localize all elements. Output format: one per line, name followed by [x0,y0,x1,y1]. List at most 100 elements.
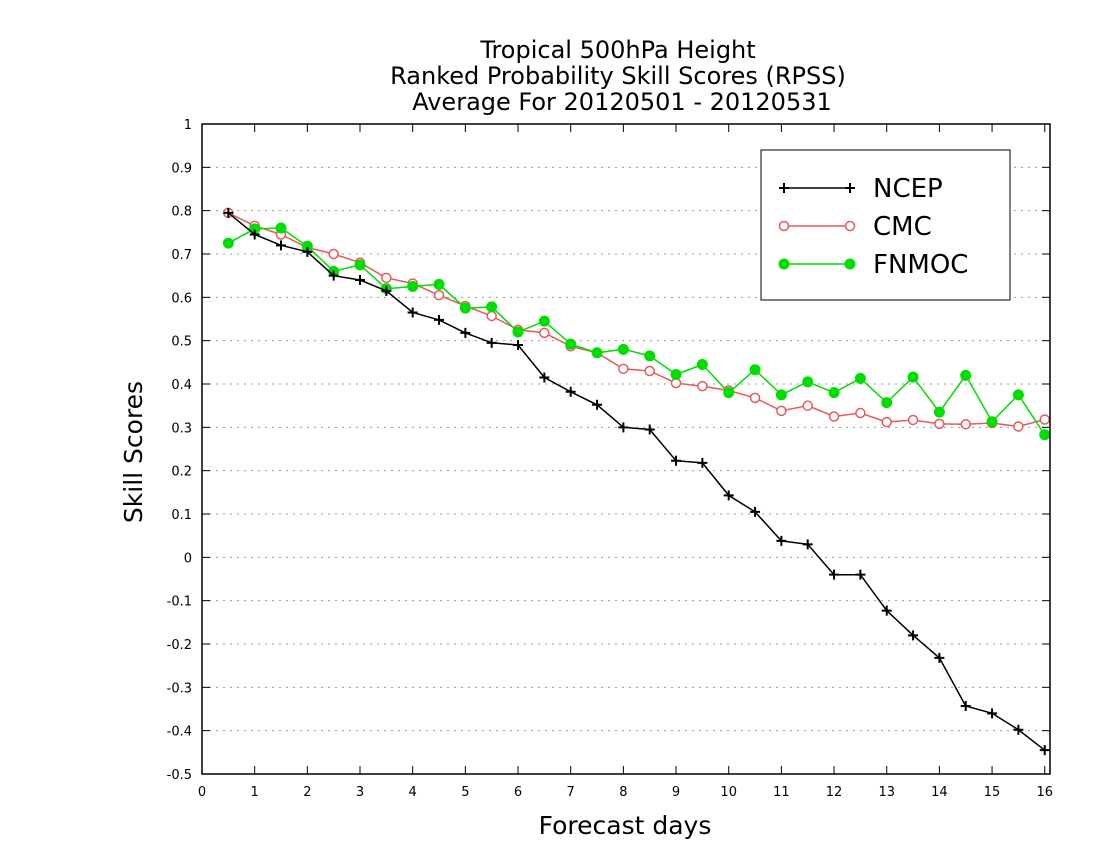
point-ncep [539,372,550,383]
point-fnmoc [802,376,814,388]
y-tick-label: 0.3 [171,421,192,436]
point-fnmoc [749,364,761,376]
point-fnmoc [538,315,550,327]
point-cmc [644,365,655,377]
x-tick-label: 2 [303,785,311,800]
y-tick-label: 1 [184,118,192,133]
point-cmc [697,380,708,392]
y-tick-label: -0.4 [167,725,192,740]
point-fnmoc [775,389,787,401]
point-fnmoc [696,359,708,370]
point-cmc [960,419,971,430]
series-fnmoc [222,222,1051,441]
point-fnmoc [723,387,735,399]
y-tick-label: -0.5 [167,768,192,783]
series-line-fnmoc [227,227,1046,436]
point-cmc [828,411,840,422]
point-ncep [776,535,787,546]
point-cmc [749,392,761,404]
x-tick-label: 7 [567,785,575,800]
x-tick-label: 8 [619,785,627,800]
legend-item-fnmoc: FNMOC [778,250,968,280]
point-fnmoc [933,406,945,418]
point-fnmoc [486,301,498,313]
point-ncep [960,700,971,711]
point-ncep [381,285,392,296]
point-cmc [1039,414,1050,425]
point-cmc [328,248,339,260]
point-cmc [433,289,445,301]
point-cmc [907,414,919,426]
point-fnmoc [907,371,919,383]
legend: NCEP CMC FNMOC [760,149,1011,301]
x-tick-label: 15 [984,785,1001,800]
series-ncep [223,207,1050,756]
point-fnmoc [565,338,577,350]
point-fnmoc [512,326,524,338]
point-ncep [434,314,445,325]
y-tick-label: -0.2 [167,638,192,653]
x-tick-label: 11 [773,785,790,800]
point-ncep [987,708,998,719]
point-cmc [486,310,497,322]
axis-tick-labels: -0.5 -0.4 -0.3 -0.2 -0.1 0 0.1 0.2 0.3 0.4 0.5 0.6 0… [167,118,1053,800]
y-tick-label: 0.5 [171,335,192,350]
point-ncep [618,422,629,433]
point-fnmoc [354,259,366,271]
y-tick-label: 0.8 [171,205,192,220]
x-tick-label: 14 [931,785,948,800]
legend-item-cmc: CMC [778,212,932,242]
point-fnmoc [617,343,629,355]
x-tick-label: 1 [251,785,259,800]
point-cmc [802,400,813,411]
legend-marker [778,220,790,232]
point-ncep [644,424,655,435]
point-ncep [750,506,761,517]
point-ncep [460,327,471,338]
series-line-ncep [227,212,1046,751]
point-fnmoc [407,281,419,292]
legend-marker [778,258,790,270]
legend-label-fnmoc: FNMOC [873,250,968,280]
x-tick-label: 12 [826,785,843,800]
point-fnmoc [275,222,287,234]
y-axis-title: Skill Scores [119,381,148,523]
point-cmc [381,272,392,284]
x-tick-label: 10 [720,785,737,800]
legend-label-cmc: CMC [873,212,932,242]
y-tick-label: 0.9 [171,161,192,176]
x-axis-title: Forecast days [539,811,712,840]
point-ncep [934,652,945,663]
x-tick-label: 9 [672,785,680,800]
point-fnmoc [644,350,656,362]
point-ncep [829,569,840,580]
point-ncep [1013,724,1024,735]
y-tick-label: -0.1 [167,595,192,610]
legend-marker [844,258,856,270]
point-fnmoc [222,237,234,249]
y-tick-label: 0.4 [171,378,192,393]
point-ncep [723,490,734,501]
point-ncep [276,240,287,251]
point-cmc [1013,421,1024,432]
point-ncep [881,605,892,616]
legend-box [760,149,1011,301]
y-tick-label: 0 [184,551,192,566]
legend-marker [779,183,789,193]
y-tick-label: -0.3 [167,681,192,696]
point-fnmoc [670,368,682,380]
x-tick-label: 3 [356,785,364,800]
point-fnmoc [854,372,866,384]
point-cmc [618,363,629,375]
series-layer [222,207,1051,756]
x-tick-label: 16 [1036,785,1053,800]
point-ncep [513,340,524,350]
chart-title-line-3: Average For 20120501 - 20120531 [412,88,832,116]
chart-title-line-2: Ranked Probability Skill Scores (RPSS) [390,62,846,90]
point-ncep [486,337,497,348]
point-ncep [223,207,234,218]
x-tick-label: 5 [461,785,469,800]
y-tick-label: 0.6 [171,291,192,306]
x-tick-label: 13 [878,785,895,800]
